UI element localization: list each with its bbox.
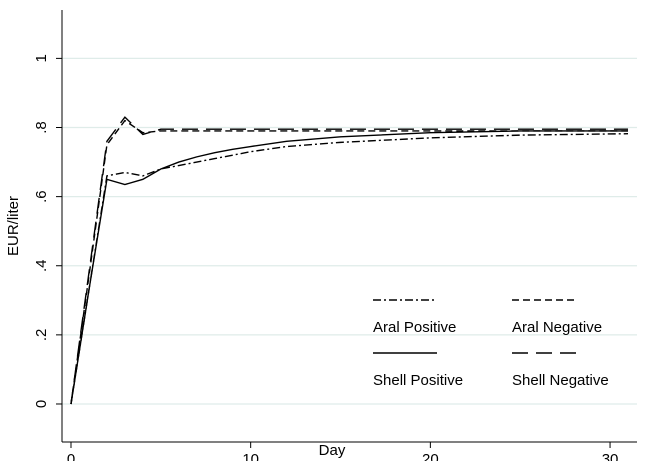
y-tick-label: .4	[33, 259, 50, 272]
x-tick-label: 20	[422, 451, 439, 461]
y-tick-label: .6	[33, 190, 50, 203]
y-tick-label: .8	[33, 121, 50, 134]
x-tick-label: 30	[602, 451, 619, 461]
series-line	[70, 116, 629, 405]
x-tick-label: 10	[242, 451, 259, 461]
y-axis-title: EUR/liter	[5, 196, 22, 256]
y-tick-label: 1	[33, 54, 50, 62]
legend-label: Shell Negative	[512, 372, 609, 389]
legend-label: Aral Negative	[512, 319, 602, 336]
y-tick-label: 0	[33, 400, 50, 408]
legend-label: Aral Positive	[373, 319, 456, 336]
series-line	[70, 130, 629, 405]
x-axis-title: Day	[319, 442, 346, 459]
series-line	[70, 119, 629, 405]
y-tick-label: .2	[33, 329, 50, 342]
series-line	[70, 133, 629, 405]
x-tick-label: 0	[67, 451, 75, 461]
legend-label: Shell Positive	[373, 372, 463, 389]
